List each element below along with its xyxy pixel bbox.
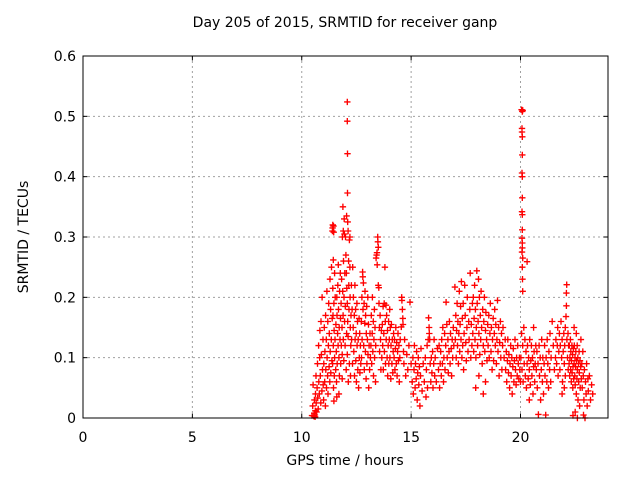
y-tick-label: 0.6 [54, 49, 76, 65]
x-tick-label: 10 [293, 430, 311, 446]
y-tick-label: 0.3 [54, 230, 76, 246]
x-tick-label: 0 [79, 430, 88, 446]
x-axis-label: GPS time / hours [286, 453, 404, 469]
y-axis-label: SRMTID / TECUs [16, 180, 32, 294]
scatter-points [308, 98, 596, 422]
chart-title: Day 205 of 2015, SRMTID for receiver gan… [192, 15, 498, 31]
y-tick-label: 0 [67, 411, 76, 427]
x-tick-label: 20 [512, 430, 530, 446]
x-tick-label: 15 [402, 430, 420, 446]
y-tick-label: 0.4 [54, 170, 76, 186]
x-tick-label: 5 [188, 430, 197, 446]
y-tick-label: 0.2 [54, 290, 76, 306]
y-tick-label: 0.1 [54, 351, 76, 367]
y-tick-label: 0.5 [54, 109, 76, 125]
